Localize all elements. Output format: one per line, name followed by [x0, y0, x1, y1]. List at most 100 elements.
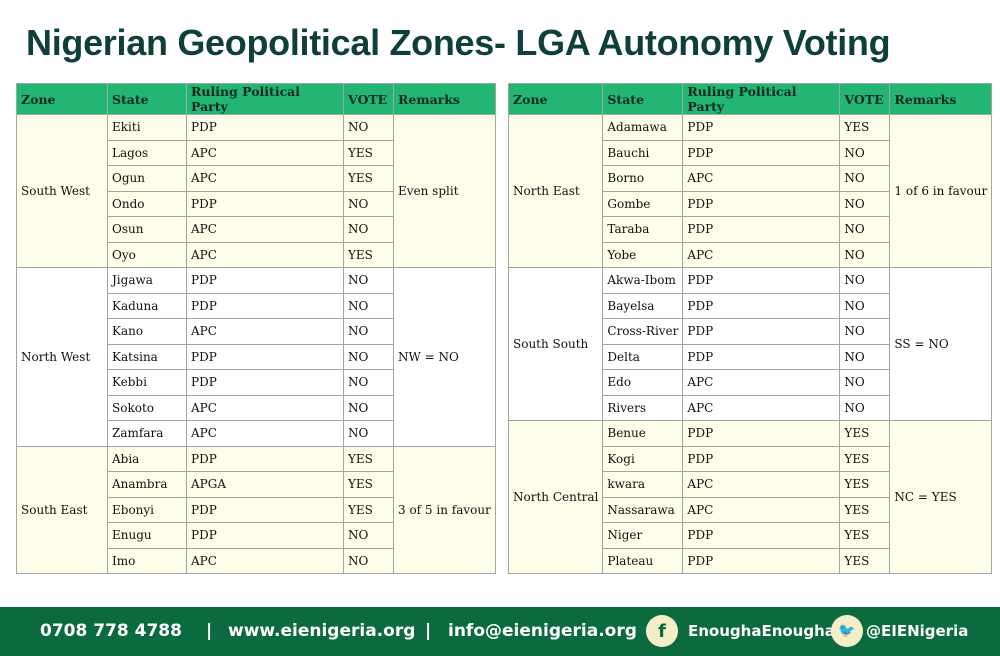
zone-cell: North Central [507, 420, 604, 574]
table-row: Bayelsa PDP NO [509, 292, 992, 319]
party-cell: APC [186, 216, 344, 243]
table-row: Zamfara APC NO [17, 420, 496, 447]
party-cell: PDP [682, 445, 841, 472]
party-cell: PDP [682, 318, 841, 345]
footer-website-link[interactable]: www.eienigeria.org [228, 621, 416, 641]
state-cell: Edo [602, 369, 684, 396]
zone-cell: South West [16, 114, 108, 268]
zone-cell: South East [16, 445, 108, 574]
party-cell: APC [682, 369, 841, 396]
table-row: Nassarawa APC YES [509, 496, 992, 523]
remarks-cell: 1 of 6 in favour [889, 114, 993, 268]
footer-separator: | [206, 621, 213, 641]
state-cell: Rivers [602, 394, 684, 421]
state-cell: Ondo [107, 190, 187, 217]
zone-cell: North West [16, 267, 108, 447]
state-cell: Osun [107, 216, 187, 243]
footer-email-link[interactable]: info@eienigeria.org [448, 621, 637, 641]
state-cell: Kaduna [107, 292, 187, 319]
party-cell: PDP [682, 190, 841, 217]
state-cell: Kogi [602, 445, 684, 472]
table-row: Ogun APC YES [17, 165, 496, 192]
vote-cell: NO [839, 139, 891, 166]
state-cell: Ekiti [107, 114, 187, 141]
state-cell: Sokoto [107, 394, 187, 421]
vote-cell: NO [343, 394, 394, 421]
state-cell: Abia [107, 445, 187, 472]
remarks-cell: 3 of 5 in favour [393, 445, 496, 574]
state-cell: Kano [107, 318, 187, 345]
party-cell: PDP [186, 267, 344, 294]
state-cell: Katsina [107, 343, 187, 370]
contact-footer: 0708 778 4788 | www.eienigeria.org | inf… [0, 607, 1000, 656]
party-cell: APC [682, 394, 841, 421]
vote-cell: YES [839, 547, 891, 574]
facebook-icon[interactable]: f [646, 615, 678, 647]
header-state: State [107, 83, 187, 115]
party-cell: APC [682, 496, 841, 523]
table-row: Lagos APC YES [17, 139, 496, 166]
state-cell: Imo [107, 547, 187, 574]
header-party: Ruling Political Party [682, 83, 841, 115]
state-cell: kwara [602, 471, 684, 498]
footer-separator: | [425, 621, 432, 641]
party-cell: APC [186, 420, 344, 447]
state-cell: Gombe [602, 190, 684, 217]
state-cell: Jigawa [107, 267, 187, 294]
party-cell: PDP [682, 522, 841, 549]
state-cell: Zamfara [107, 420, 187, 447]
footer-phone[interactable]: 0708 778 4788 [40, 621, 182, 641]
party-cell: PDP [186, 190, 344, 217]
header-vote: VOTE [343, 83, 394, 115]
zone-cell: North East [507, 114, 604, 268]
party-cell: PDP [682, 216, 841, 243]
vote-cell: NO [839, 343, 891, 370]
state-cell: Bauchi [602, 139, 684, 166]
vote-cell: NO [839, 318, 891, 345]
table-row: Kebbi PDP NO [17, 369, 496, 396]
state-cell: Ogun [107, 165, 187, 192]
party-cell: PDP [186, 445, 344, 472]
table-row: Kano APC NO [17, 318, 496, 345]
vote-cell: YES [343, 445, 394, 472]
vote-cell: NO [343, 369, 394, 396]
vote-cell: NO [343, 267, 394, 294]
table-row: Enugu PDP NO [17, 522, 496, 549]
party-cell: PDP [682, 114, 841, 141]
state-cell: Cross-River [602, 318, 684, 345]
table-row: Cross-River PDP NO [509, 318, 992, 345]
zone-group: South South Akwa-Ibom PDP NO SS = NO Bayelsa P… [507, 267, 993, 421]
party-cell: APC [186, 165, 344, 192]
state-cell: Benue [602, 420, 684, 447]
table-row: South South Akwa-Ibom PDP NO SS = NO [507, 267, 993, 421]
twitter-icon[interactable]: 🐦 [831, 615, 863, 647]
zone-group: South East Abia PDP YES 3 of 5 in favour Anam… [16, 445, 496, 574]
table-row: Ondo PDP NO [17, 190, 496, 217]
vote-cell: YES [839, 445, 891, 472]
vote-cell: NO [343, 547, 394, 574]
table-row: Taraba PDP NO [509, 216, 992, 243]
table-row: Niger PDP YES [509, 522, 992, 549]
footer-twitter-handle[interactable]: @EIENigeria [866, 622, 969, 640]
remarks-cell: SS = NO [889, 267, 993, 421]
remarks-cell: NW = NO [393, 267, 496, 447]
header-party: Ruling Political Party [186, 83, 344, 115]
table-header-row: Zone State Ruling Political Party VOTE R… [16, 83, 496, 115]
state-cell: Taraba [602, 216, 684, 243]
table-row: North West Jigawa PDP NO NW = NO [16, 267, 496, 447]
zone-group: North Central Benue PDP YES NC = YES Kogi PDP Y… [507, 420, 993, 574]
footer-facebook-handle[interactable]: EnoughaEnougha [688, 622, 835, 640]
state-cell: Delta [602, 343, 684, 370]
state-cell: Yobe [602, 241, 684, 268]
table-row: Ebonyi PDP YES [17, 496, 496, 523]
table-row: Imo APC NO [17, 547, 496, 574]
table-row: Rivers APC NO [509, 394, 992, 421]
vote-cell: YES [343, 496, 394, 523]
table-row: Anambra APGA YES [17, 471, 496, 498]
zone-group: North West Jigawa PDP NO NW = NO Kaduna PDP NO K… [16, 267, 496, 447]
party-cell: PDP [682, 267, 841, 294]
table-row: Plateau PDP YES [509, 547, 992, 574]
vote-cell: YES [343, 241, 394, 268]
vote-cell: NO [343, 292, 394, 319]
party-cell: APC [682, 165, 841, 192]
